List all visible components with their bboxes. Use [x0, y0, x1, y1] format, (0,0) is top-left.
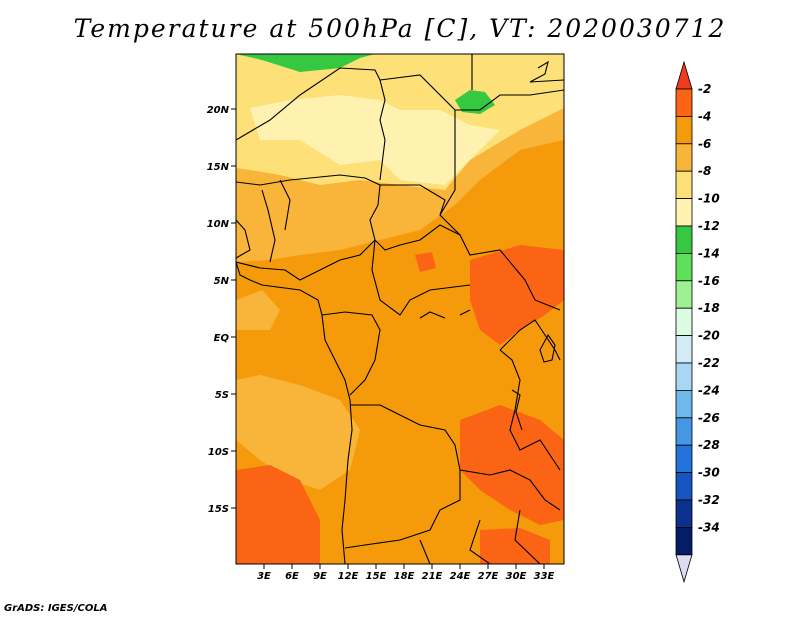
lat-label: 10N	[207, 219, 230, 230]
colorbar-swatch	[675, 499, 693, 528]
map-frame	[235, 53, 565, 565]
axis-ticks	[231, 108, 545, 569]
colorbar-swatch	[675, 307, 693, 337]
lon-label: 12E	[338, 571, 359, 582]
lon-label: 18E	[394, 571, 415, 582]
colorbar-label: -28	[698, 438, 720, 452]
lat-label: EQ	[214, 333, 230, 344]
colorbar-label: -2	[698, 82, 711, 96]
colorbar-swatch	[675, 444, 693, 474]
colorbar-swatch	[675, 88, 693, 117]
colorbar-swatch	[675, 527, 693, 556]
colorbar-label: -12	[698, 219, 720, 233]
lat-label: 10S	[208, 447, 229, 458]
colorbar-swatch	[675, 198, 693, 227]
colorbar-label: -18	[698, 301, 720, 315]
colorbar-label: -22	[698, 356, 720, 370]
lon-label: 6E	[285, 571, 299, 582]
colorbar-label: -16	[698, 274, 720, 288]
lon-label: 3E	[257, 571, 271, 582]
colorbar-bottom-arrow	[675, 554, 693, 584]
lon-label: 21E	[422, 571, 443, 582]
colorbar-swatch	[675, 335, 693, 364]
colorbar-swatch	[675, 362, 693, 391]
country-borders	[236, 54, 564, 564]
colorbar-top-arrow	[675, 60, 693, 90]
colorbar-label: -32	[698, 493, 720, 507]
lat-label: 5N	[214, 276, 230, 287]
colorbar-label: -20	[698, 329, 720, 343]
colorbar-swatch	[675, 170, 693, 199]
lat-label: 15S	[208, 504, 229, 515]
colorbar-swatch	[675, 225, 693, 254]
colorbar-label: -34	[698, 520, 720, 534]
colorbar-swatch	[675, 116, 693, 145]
lon-label: 27E	[478, 571, 499, 582]
colorbar-swatch	[675, 143, 693, 172]
colorbar-swatch	[675, 280, 693, 309]
lat-label: 15N	[207, 162, 230, 173]
colorbar-swatch	[675, 252, 693, 282]
colorbar-label: -8	[698, 164, 711, 178]
lon-label: 33E	[534, 571, 555, 582]
lon-label: 9E	[313, 571, 327, 582]
colorbar-label: -10	[698, 192, 720, 206]
colorbar-label: -24	[698, 383, 720, 397]
lat-label: 5S	[215, 390, 229, 401]
map-title: Temperature at 500hPa [C], VT: 202003071…	[73, 14, 727, 43]
colorbar-label: -30	[698, 466, 720, 480]
colorbar-label: -4	[698, 109, 711, 123]
lon-label: 24E	[450, 571, 471, 582]
lon-label: 15E	[366, 571, 387, 582]
grads-credit: GrADS: IGES/COLA	[4, 603, 108, 614]
colorbar-label: -6	[698, 137, 711, 151]
colorbar-label: -14	[698, 246, 720, 260]
colorbar-swatch	[675, 472, 693, 501]
temperature-field	[236, 54, 564, 564]
lon-label: 30E	[506, 571, 527, 582]
colorbar-swatch	[675, 389, 693, 419]
lat-label: 20N	[207, 105, 230, 116]
colorbar: -2 -4 -6 -8 -10 -12 -14 -16 -18 -20 -22 -24 -26 -28 -3…	[675, 60, 720, 584]
colorbar-swatch	[675, 417, 693, 446]
colorbar-label: -26	[698, 411, 720, 425]
